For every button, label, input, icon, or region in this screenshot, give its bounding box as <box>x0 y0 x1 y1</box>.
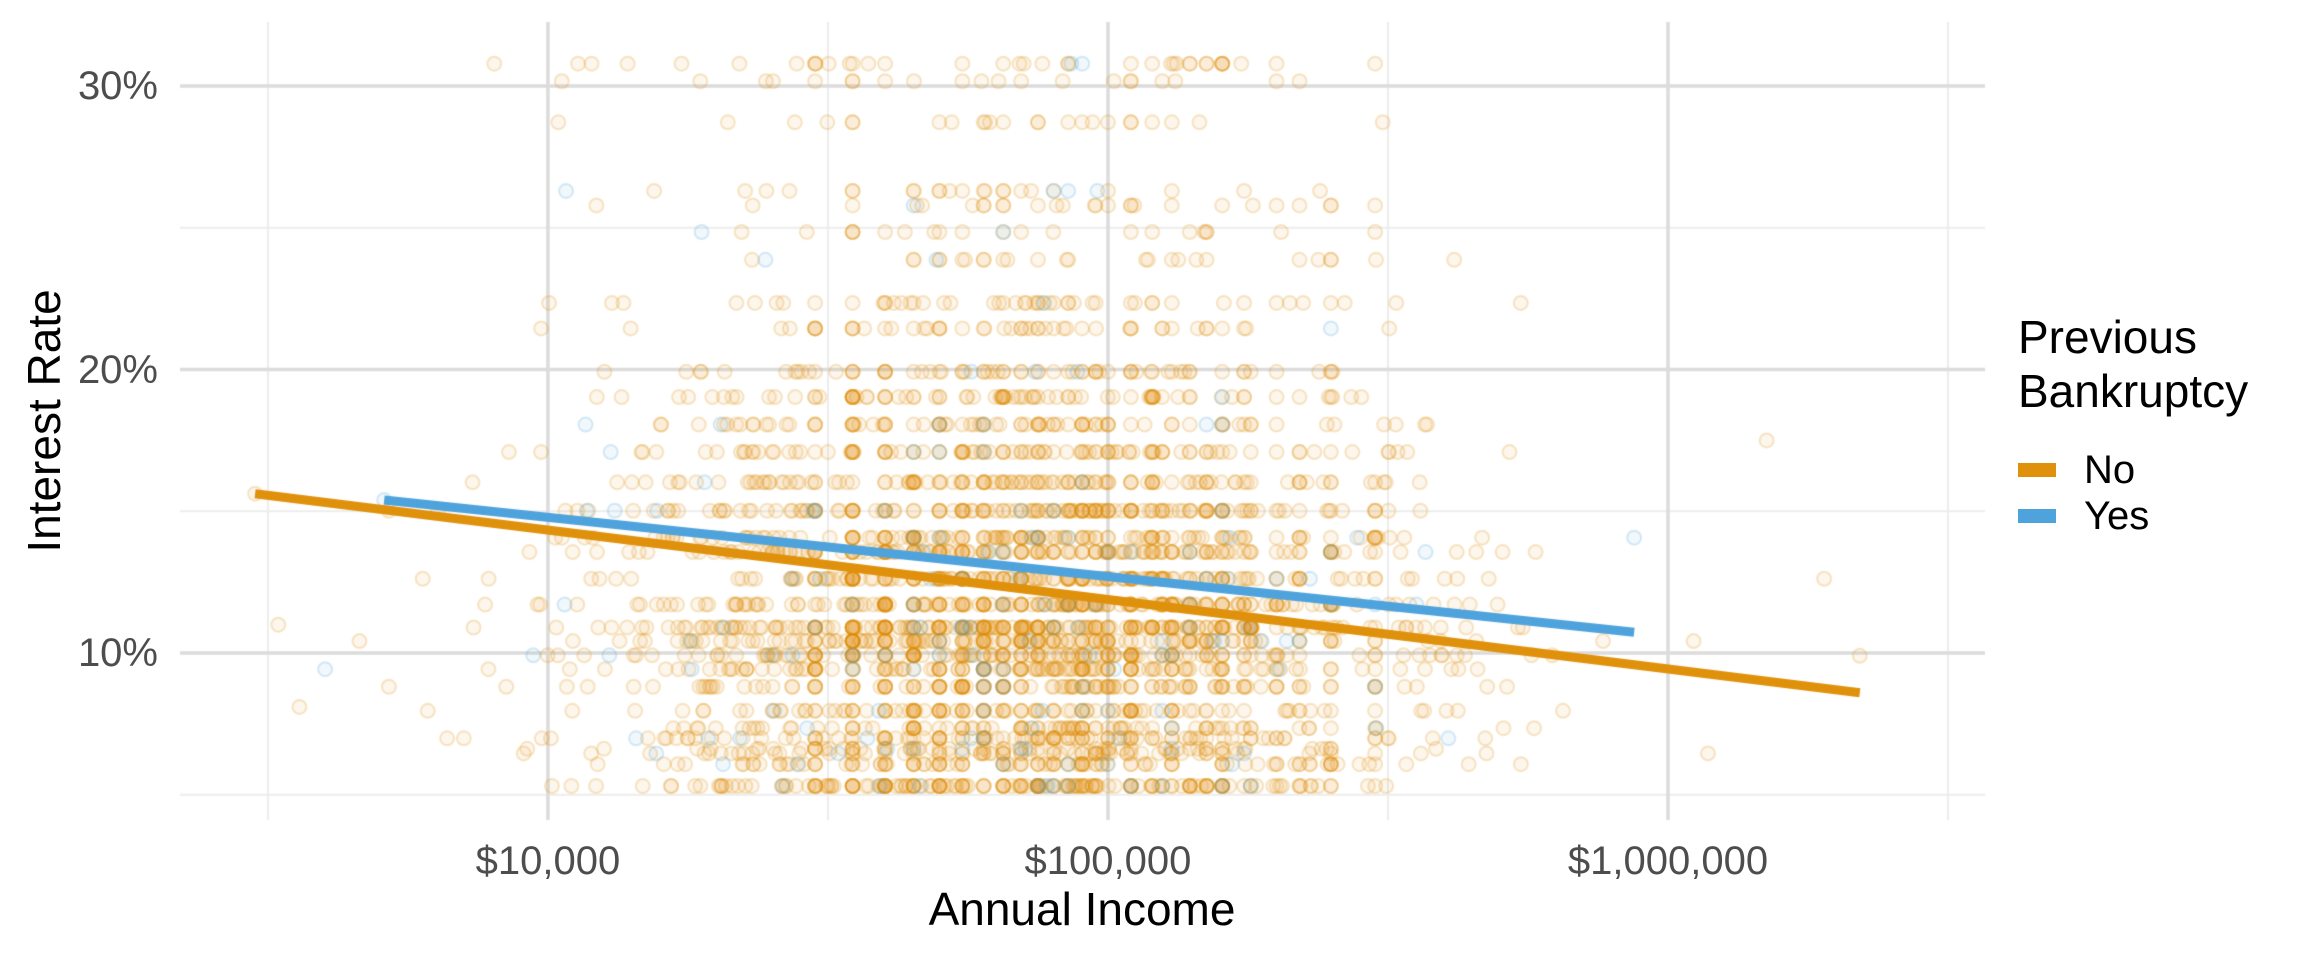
legend-swatch-no-line-icon <box>2018 462 2056 477</box>
legend: Previous Bankruptcy No Yes <box>2018 310 2304 539</box>
y-tick-label-10: 10% <box>77 631 158 676</box>
x-tick-label-10000: $10,000 <box>475 839 621 883</box>
legend-title: Previous Bankruptcy <box>2018 311 2249 418</box>
x-tick-label-1000000: $1,000,000 <box>1567 839 1769 883</box>
x-tick-label-100000: $100,000 <box>1024 839 1192 883</box>
legend-entry-label-yes: Yes <box>2084 493 2150 538</box>
legend-entry-no: No <box>2018 447 2304 493</box>
y-tick-label-20: 20% <box>77 347 158 392</box>
y-tick-label-30: 30% <box>77 64 158 109</box>
y-axis-title: Interest Rate <box>18 289 70 553</box>
legend-swatch-yes-line-icon <box>2018 508 2056 523</box>
legend-entry-label-no: No <box>2084 447 2136 492</box>
x-axis-title: Annual Income <box>928 883 1236 935</box>
legend-entry-yes: Yes <box>2018 493 2304 539</box>
